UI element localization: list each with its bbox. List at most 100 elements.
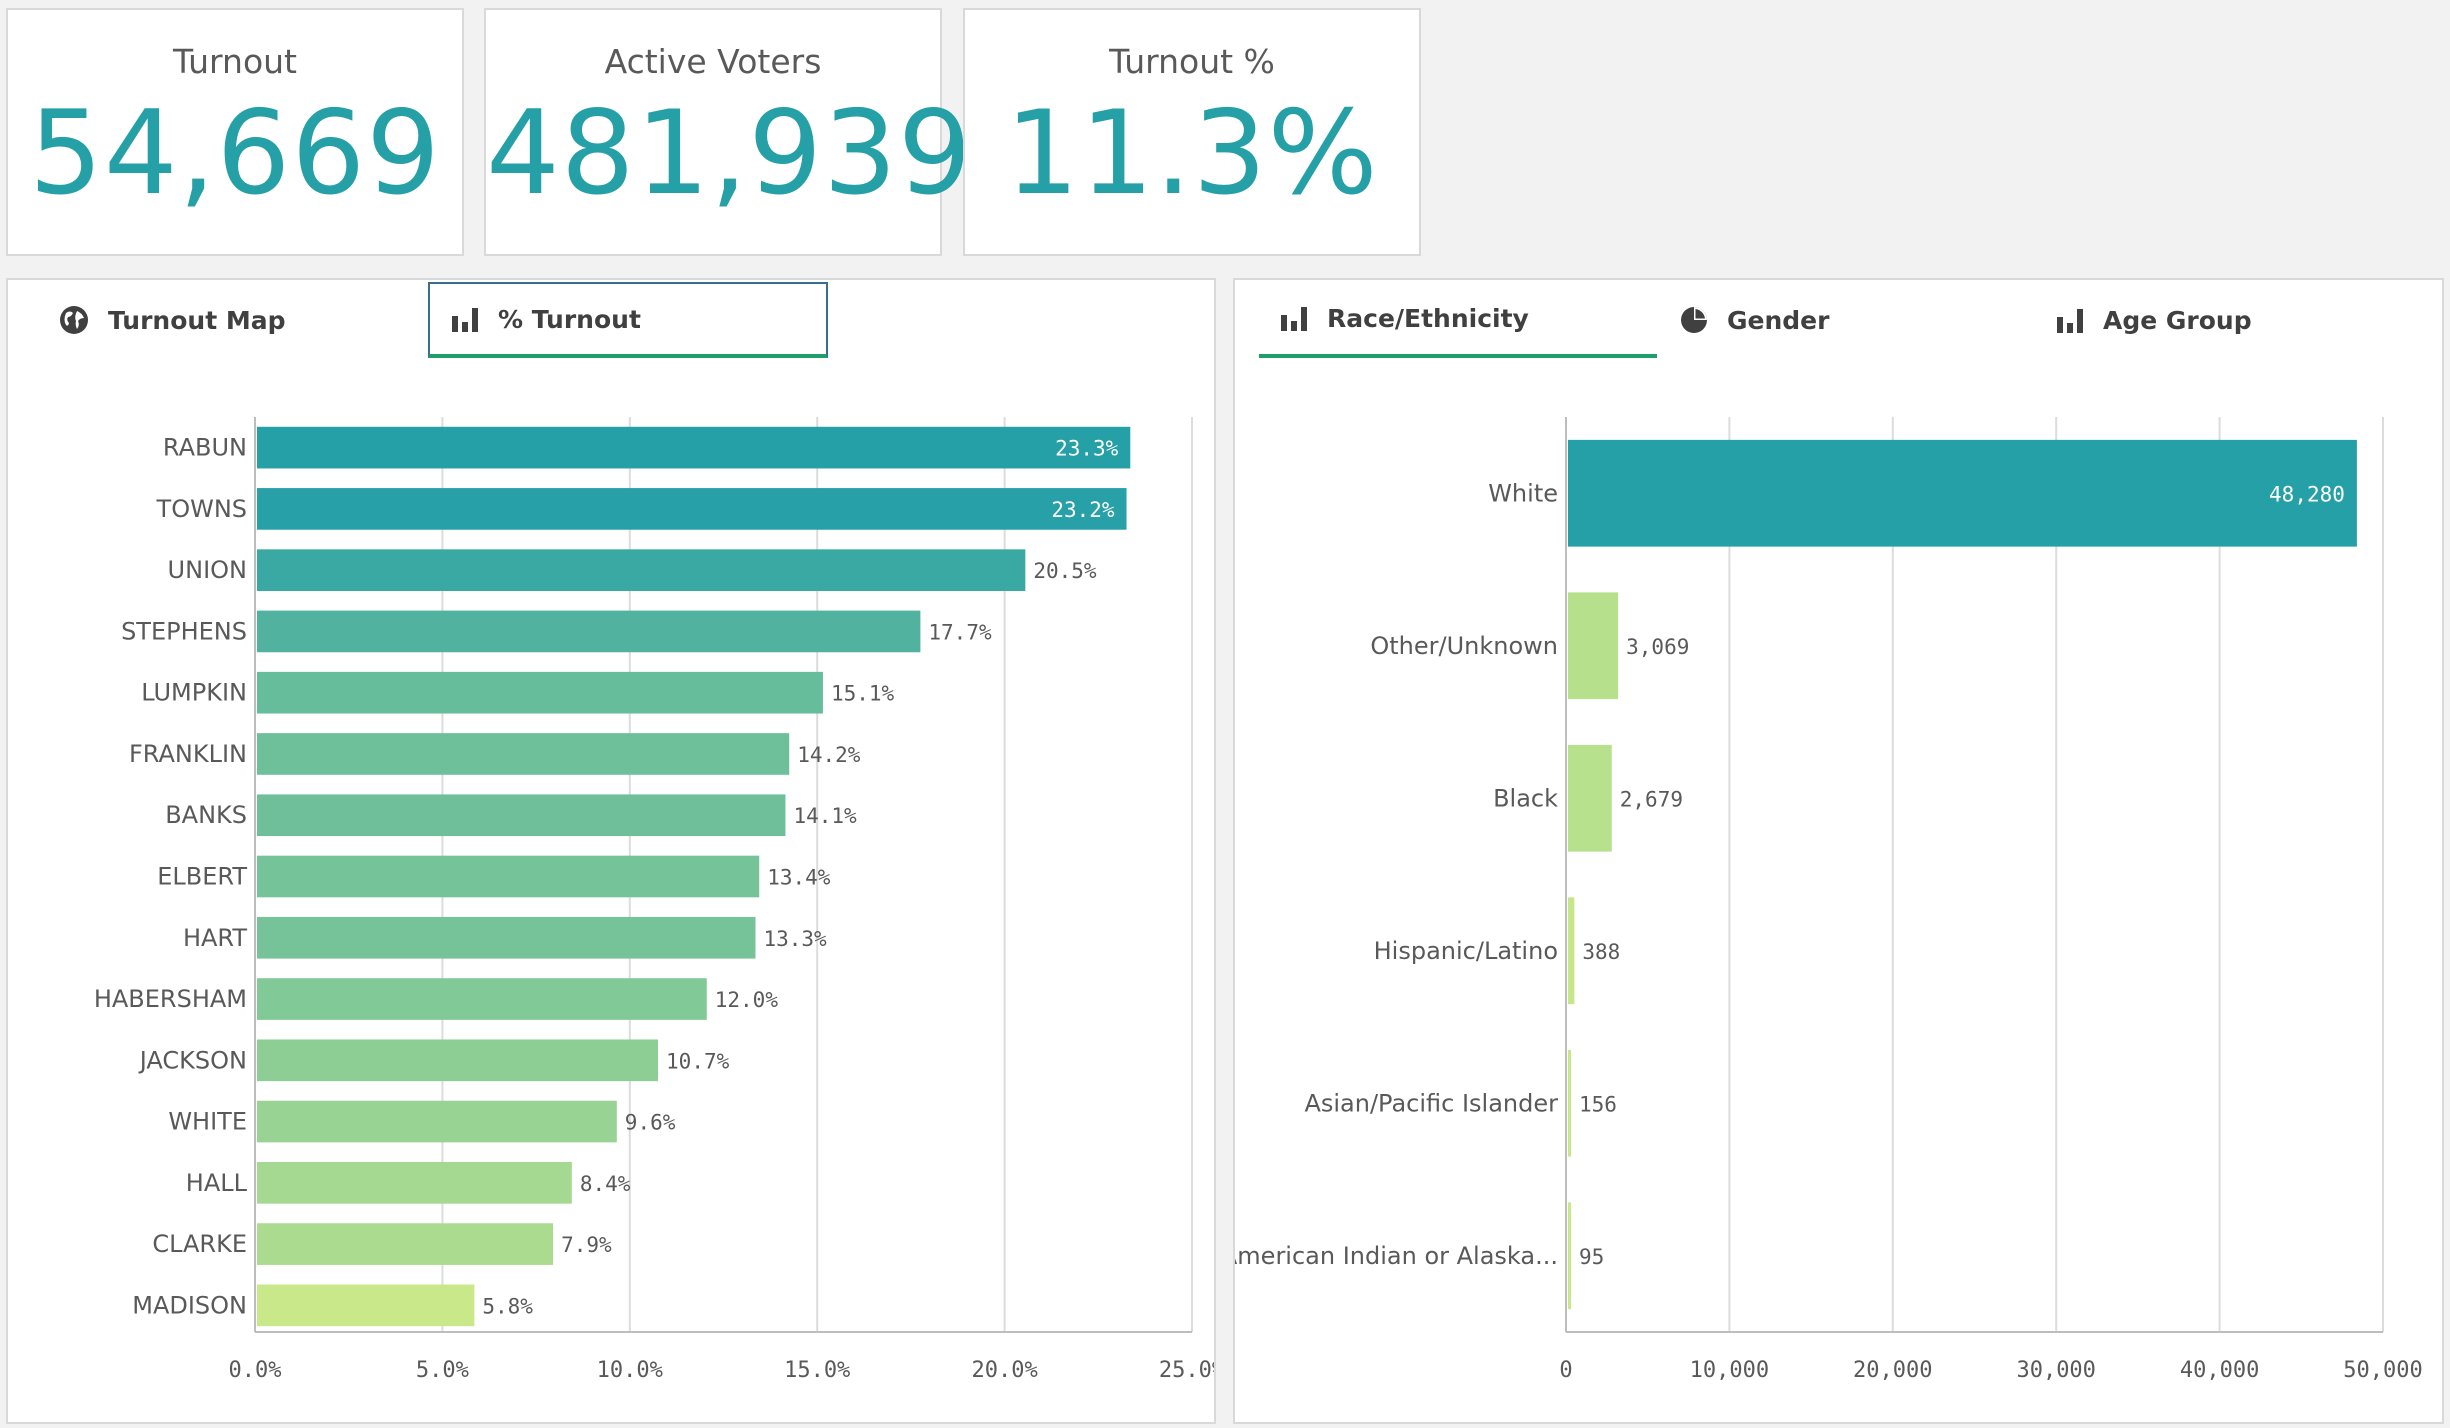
category-label: CLARKE (152, 1230, 247, 1258)
x-tick-label: 20,000 (1853, 1358, 1932, 1383)
bar (257, 671, 823, 714)
kpi-title: Turnout % (1109, 42, 1275, 81)
bar (257, 549, 1026, 591)
bar (1568, 1202, 1571, 1310)
bar (1568, 897, 1575, 1005)
data-label: 10.7% (666, 1049, 730, 1073)
data-label: 48,280 (2269, 482, 2345, 506)
tab-label: Gender (1727, 305, 1830, 335)
bar (257, 916, 756, 959)
data-label: 13.4% (767, 866, 831, 890)
kpi-card-turnout-percent[interactable]: Turnout % 11.3% (963, 8, 1421, 256)
kpi-title: Active Voters (604, 42, 822, 81)
data-label: 3,069 (1626, 635, 1689, 659)
data-label: 9.6% (625, 1111, 676, 1135)
bar (257, 1284, 475, 1327)
data-label: 5.8% (482, 1294, 533, 1318)
category-label: White (1488, 479, 1558, 507)
category-label: BANKS (165, 801, 247, 829)
data-label: 14.2% (797, 743, 861, 767)
category-label: TOWNS (156, 495, 247, 523)
bar-chart-icon (1279, 303, 1309, 333)
data-label: 12.0% (715, 988, 779, 1012)
category-label: ELBERT (157, 863, 247, 891)
bar (257, 855, 760, 898)
category-label: HART (183, 924, 247, 952)
category-label: HALL (186, 1169, 248, 1197)
x-tick-label: 10,000 (1690, 1358, 1769, 1383)
data-label: 14.1% (793, 804, 857, 828)
category-label: Hispanic/Latino (1374, 937, 1558, 965)
bar (257, 1223, 554, 1265)
kpi-value: 11.3% (1005, 86, 1379, 221)
kpi-card-active-voters[interactable]: Active Voters 481,939 (484, 8, 973, 256)
data-label: 17.7% (928, 620, 992, 644)
bar-chart-icon (2055, 305, 2085, 335)
bar-chart-icon (450, 304, 480, 334)
x-tick-label: 40,000 (2180, 1358, 2259, 1383)
category-label: RABUN (163, 434, 247, 462)
data-label: 13.3% (763, 927, 827, 951)
globe-icon (58, 304, 90, 336)
bar (257, 978, 707, 1020)
category-label: UNION (168, 556, 247, 584)
bar (257, 794, 786, 837)
x-tick-label: 20.0% (971, 1358, 1037, 1383)
bar (257, 1162, 572, 1204)
tab-label: Race/Ethnicity (1327, 303, 1529, 333)
kpi-value: 54,669 (29, 86, 441, 221)
turnout-panel: Turnout Map % Turnout 0.0% 5.0% 10.0% 15.0%… (6, 278, 1216, 1424)
x-tick-label: 15.0% (784, 1358, 850, 1383)
x-tick-label: 10.0% (597, 1358, 663, 1383)
x-tick-label: 30,000 (2016, 1358, 2095, 1383)
x-tick-label: 5.0% (416, 1358, 469, 1383)
kpi-title: Turnout (172, 42, 297, 81)
bar (257, 733, 790, 775)
category-label: American Indian or Alaska... (1235, 1242, 1558, 1270)
category-label: WHITE (168, 1108, 247, 1136)
bar (1568, 592, 1619, 700)
data-label: 388 (1582, 940, 1620, 964)
data-label: 20.5% (1033, 559, 1097, 583)
data-label: 95 (1579, 1245, 1604, 1269)
tab-percent-turnout[interactable]: % Turnout (428, 282, 828, 358)
kpi-value: 481,939 (486, 86, 973, 221)
bar (257, 488, 1127, 530)
category-label: Asian/Pacific Islander (1304, 1089, 1558, 1117)
x-tick-label: 50,000 (2343, 1358, 2422, 1383)
demographics-panel: Race/Ethnicity Gender Age Group 0 10,000 2… (1233, 278, 2444, 1424)
bar (257, 1100, 617, 1143)
category-label: FRANKLIN (129, 740, 247, 768)
bar (257, 1039, 659, 1082)
data-label: 23.3% (1055, 437, 1119, 461)
category-label: HABERSHAM (94, 985, 247, 1013)
category-label: STEPHENS (121, 617, 247, 645)
data-label: 8.4% (580, 1172, 631, 1196)
data-label: 15.1% (831, 682, 895, 706)
x-tick-label: 25.0% (1159, 1358, 1214, 1383)
tab-race-ethnicity[interactable]: Race/Ethnicity (1259, 282, 1657, 358)
percent-turnout-bar-chart: 0.0% 5.0% 10.0% 15.0% 20.0% 25.0% RABUN 23.3% TO… (94, 417, 1214, 1383)
data-label: 23.2% (1051, 498, 1115, 522)
category-label: JACKSON (138, 1046, 247, 1074)
bar (257, 610, 921, 653)
data-label: 156 (1579, 1092, 1617, 1116)
bar (1568, 439, 2357, 547)
tab-turnout-map[interactable]: Turnout Map (38, 282, 438, 358)
tab-label: Age Group (2103, 305, 2252, 335)
category-label: Other/Unknown (1370, 632, 1558, 660)
race-ethnicity-bar-chart: 0 10,000 20,000 30,000 40,000 50,000 White 48,2… (1235, 417, 2423, 1383)
category-label: Black (1493, 784, 1558, 812)
data-label: 7.9% (561, 1233, 612, 1257)
pie-chart-icon (1679, 305, 1709, 335)
data-label: 2,679 (1620, 787, 1683, 811)
kpi-card-turnout[interactable]: Turnout 54,669 (6, 8, 464, 256)
tab-label: Turnout Map (108, 305, 286, 335)
bar (1568, 744, 1612, 852)
category-label: MADISON (132, 1291, 247, 1319)
category-label: LUMPKIN (141, 679, 247, 707)
bar (1568, 1049, 1571, 1157)
tab-gender[interactable]: Gender (1659, 282, 2029, 358)
tab-label: % Turnout (498, 304, 641, 334)
tab-age-group[interactable]: Age Group (2035, 282, 2415, 358)
